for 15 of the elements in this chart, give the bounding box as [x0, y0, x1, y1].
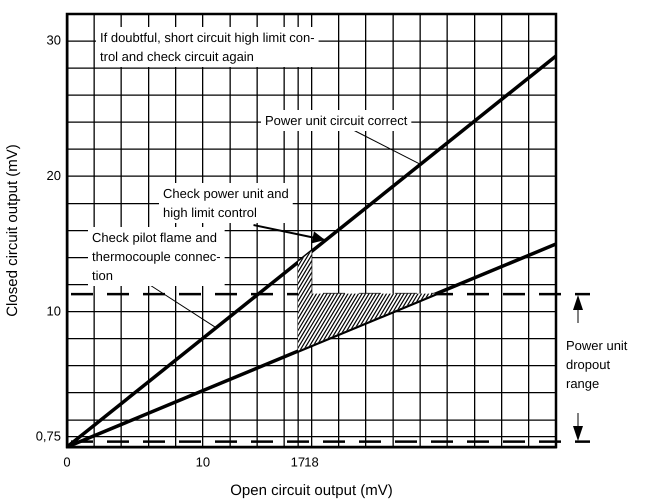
x-tick-label: 18: [304, 454, 319, 470]
text: Power unit dropout range: [566, 338, 628, 391]
y-tick-label: 30: [46, 32, 61, 48]
annotation: Power unit circuit correct: [265, 113, 408, 128]
annotation: Check power unit and high limit control: [163, 186, 289, 220]
annotation: Check pilot flame and thermocouple connec- tion: [92, 230, 221, 283]
x-tick-label: 17: [290, 454, 306, 470]
x-axis-title: Open circuit output (mV): [230, 482, 393, 500]
y-tick-label: 0,75: [36, 428, 61, 444]
x-tick-label: 0: [63, 454, 71, 470]
y-axis-title: Closed circuit output (mV): [4, 144, 22, 317]
x-tick-label: 10: [196, 454, 210, 470]
y-tick-label: 10: [46, 303, 61, 318]
y-tick-label: 20: [46, 168, 61, 183]
annotation: If doubtful, short circuit high limit con- trol and check circuit again: [100, 30, 315, 64]
